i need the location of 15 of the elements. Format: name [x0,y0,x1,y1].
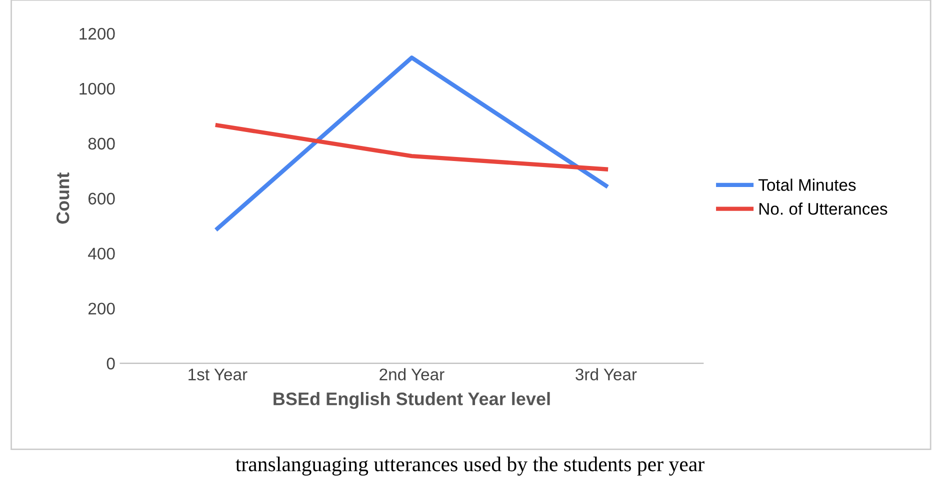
y-tick-label: 800 [88,138,115,150]
legend-label: No. of Utterances [759,202,888,215]
y-tick-label: 1200 [80,28,115,40]
y-tick-label: 1000 [80,82,115,95]
y-tick-label: 0 [106,358,115,370]
y-axis-title: Count [56,172,70,224]
text: translanguaging utterances used by the students per year [236,456,704,476]
legend-label: Total Minutes [758,178,856,191]
y-tick-label: 200 [88,302,115,315]
y-tick-label: 600 [88,192,115,205]
x-tick-label: 1st Year [188,368,248,380]
x-axis-title: BSEd English Student Year level [274,392,550,409]
y-tick-label: 400 [88,248,115,260]
x-tick-label: 3rd Year [576,368,637,380]
x-tick-label: 2nd Year [380,368,444,380]
